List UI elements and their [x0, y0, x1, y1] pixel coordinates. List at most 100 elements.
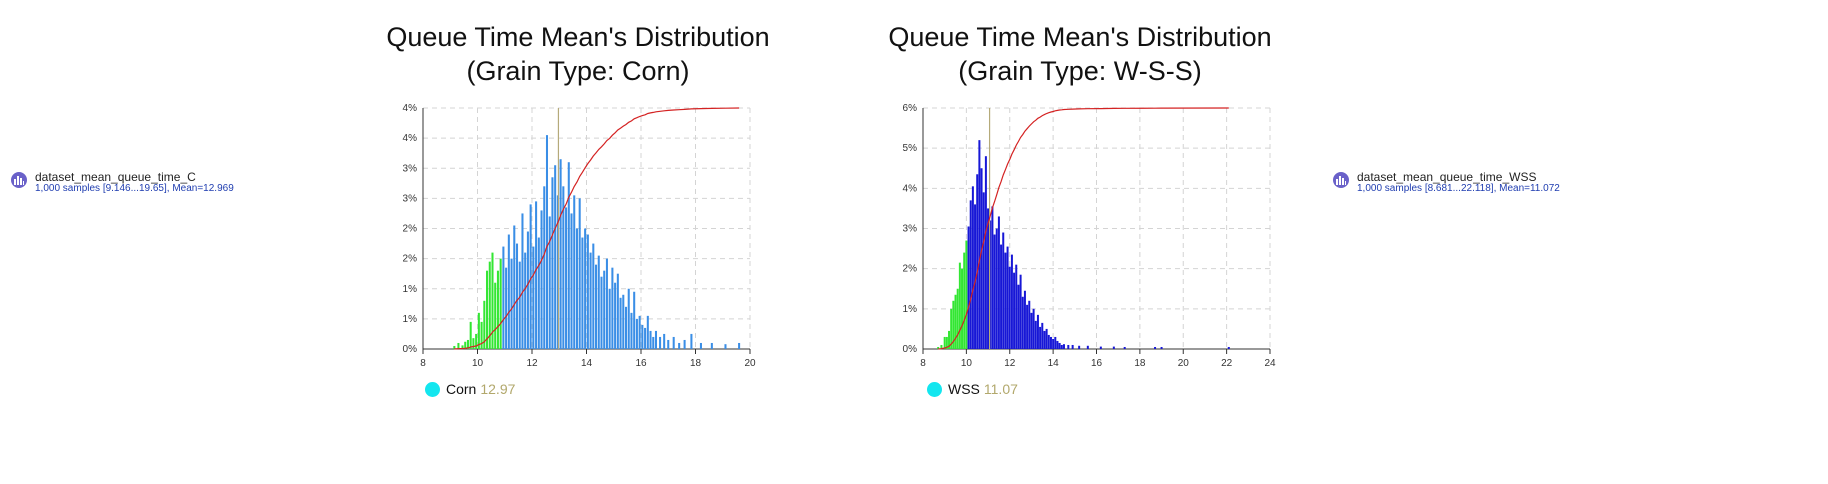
histogram-bar: [1036, 314, 1039, 349]
histogram-bar: [605, 258, 608, 349]
legend-label: Corn: [446, 381, 477, 397]
x-tick-label: 12: [526, 358, 538, 369]
histogram-corn: 0% 1% 1% 2% 2% 3% 3% 4% 4% 8 10 12 14 16 18 20: [403, 103, 756, 369]
histogram-wss: 0% 1% 2% 3% 4% 5% 6% 8 10 12 14 16 18 20 22 24: [903, 103, 1276, 369]
histogram-bar: [548, 216, 551, 349]
histogram-bar: [554, 165, 557, 349]
x-tick-label: 10: [961, 358, 973, 369]
histogram-bar: [624, 306, 628, 349]
histogram-bar: [1021, 296, 1024, 349]
histogram-bar: [614, 282, 617, 349]
histogram-bar: [971, 186, 974, 349]
histogram-bar: [1052, 338, 1055, 349]
histogram-bar: [526, 231, 529, 349]
y-tick-label: 3%: [403, 163, 418, 174]
histogram-bar: [1054, 336, 1057, 349]
histogram-bar: [600, 276, 603, 349]
histogram-bar: [663, 333, 666, 349]
cdf-line: [454, 107, 740, 350]
histogram-bar: [1071, 344, 1074, 349]
x-tick-label: 8: [920, 358, 926, 369]
y-tick-label: 0%: [403, 344, 418, 355]
x-tick-label: 20: [1178, 358, 1190, 369]
histogram-bar: [950, 308, 953, 349]
histogram-bar: [967, 226, 970, 349]
legend-wss[interactable]: WSS 11.07: [927, 381, 1018, 397]
histogram-bar: [611, 267, 614, 349]
histogram-bar: [956, 288, 959, 349]
y-tick-label: 1%: [403, 284, 418, 295]
dataset-item-c[interactable]: dataset_mean_queue_time_C 1,000 samples …: [11, 171, 234, 194]
histogram-bar: [586, 234, 589, 349]
dataset-item-wss[interactable]: dataset_mean_queue_time_WSS 1,000 sample…: [1333, 171, 1560, 194]
histogram-bar: [513, 225, 516, 349]
legend-corn[interactable]: Corn 12.97: [425, 381, 515, 397]
histogram-bar: [535, 201, 538, 349]
dataset-description: 1,000 samples [8.681...22.118], Mean=11.…: [1357, 183, 1560, 194]
histogram-bar: [1078, 345, 1081, 349]
histogram-bar: [667, 339, 670, 349]
histogram-bar: [505, 267, 508, 349]
histogram-bar: [969, 200, 972, 349]
histogram-bar: [633, 291, 636, 349]
x-tick-label: 16: [635, 358, 647, 369]
y-tick-label: 4%: [403, 103, 418, 114]
histogram-bar: [1017, 284, 1020, 349]
histogram-bar: [678, 342, 681, 349]
histogram-bar: [567, 162, 570, 349]
histogram-bar: [1058, 342, 1061, 349]
x-tick-label: 14: [581, 358, 593, 369]
histogram-bar: [958, 262, 961, 349]
histogram-bar: [1026, 304, 1029, 349]
histogram-bar: [570, 213, 573, 349]
histogram-bar: [483, 300, 486, 349]
histogram-bar: [545, 135, 549, 349]
histogram-bar: [559, 159, 562, 349]
histogram-bar: [1015, 264, 1018, 349]
histogram-bar: [524, 252, 527, 349]
histogram-bar: [937, 346, 940, 349]
histogram-bar: [641, 324, 644, 349]
histogram-bar: [608, 288, 611, 349]
histogram-bar: [1004, 252, 1007, 349]
histogram-bar: [961, 268, 964, 349]
legend-value: 12.97: [480, 381, 516, 397]
chart-subtitle: (Grain Type: Corn): [466, 56, 690, 86]
legend-value: 11.07: [983, 381, 1018, 397]
histogram-bar: [989, 220, 992, 349]
chart-subtitle: (Grain Type: W-S-S): [958, 56, 1202, 86]
y-tick-label: 4%: [403, 133, 418, 144]
histogram-bar: [518, 261, 521, 349]
histogram-bar: [589, 252, 592, 349]
y-tick-label: 6%: [903, 103, 918, 114]
histogram-bar: [672, 336, 675, 349]
y-tick-label: 5%: [903, 143, 918, 154]
histogram-bar: [1008, 266, 1011, 349]
histogram-bar: [1010, 254, 1013, 349]
histogram-bar: [980, 168, 983, 349]
histogram-bar: [472, 338, 475, 349]
y-tick-label: 1%: [403, 314, 418, 325]
histogram-bar: [993, 234, 996, 349]
histogram-bar: [499, 258, 502, 349]
histogram-bar: [649, 330, 652, 349]
x-tick-label: 8: [420, 358, 426, 369]
histogram-bar: [1000, 244, 1003, 349]
legend-marker: [425, 381, 440, 397]
x-tick-label: 14: [1048, 358, 1060, 369]
y-tick-label: 2%: [403, 224, 418, 235]
histogram-bar: [619, 297, 622, 349]
histogram-bar: [965, 240, 968, 349]
y-tick-label: 1%: [903, 304, 918, 315]
histogram-bar: [453, 345, 456, 349]
histogram-bar: [578, 198, 581, 349]
histogram-icon: [11, 172, 27, 188]
histogram-bar: [627, 288, 630, 349]
histogram-bar: [690, 333, 693, 349]
histogram-bar: [1041, 322, 1044, 349]
chart-title: Queue Time Mean's Distribution: [386, 22, 770, 52]
histogram-bar: [521, 213, 524, 349]
y-tick-label: 2%: [403, 254, 418, 265]
histogram-bar: [1028, 300, 1031, 349]
histogram-bar: [532, 246, 535, 349]
